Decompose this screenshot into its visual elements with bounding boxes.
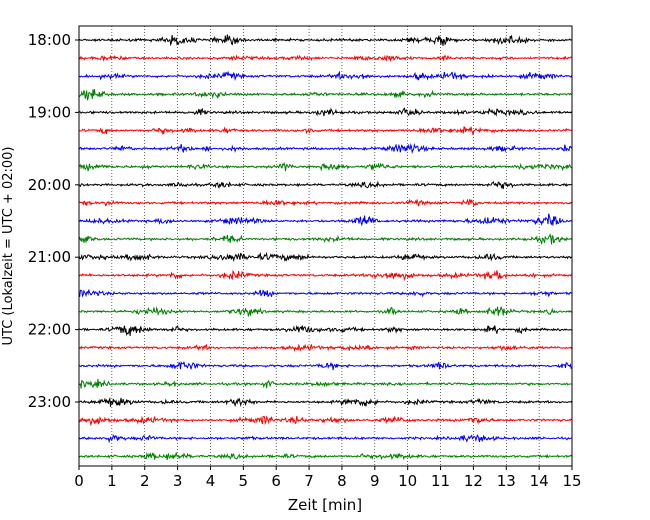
x-tick-label: 4 <box>206 472 216 490</box>
trace-19:30 <box>78 142 573 155</box>
trace-21:45 <box>78 306 573 317</box>
trace-18:30 <box>78 70 573 82</box>
x-tick-label: 10 <box>398 472 417 490</box>
trace-22:30 <box>78 361 573 371</box>
y-axis-label: UTC (Lokalzeit = UTC + 02:00) <box>1 147 16 346</box>
x-tick-label: 2 <box>140 472 150 490</box>
x-tick-label: 8 <box>337 472 347 490</box>
trace-19:00 <box>78 107 573 117</box>
trace-21:30 <box>78 289 572 298</box>
trace-22:45 <box>78 378 572 389</box>
y-tick-label: 20:00 <box>28 176 71 194</box>
x-tick-label: 7 <box>304 472 314 490</box>
trace-23:45 <box>78 451 573 461</box>
x-tick-label: 0 <box>74 472 84 490</box>
trace-19:45 <box>78 161 573 172</box>
trace-20:30 <box>79 213 573 227</box>
x-tick-label: 15 <box>562 472 581 490</box>
x-tick-label: 5 <box>239 472 249 490</box>
x-axis-ticks: 0 1 2 3 4 5 6 7 8 9 10 11 12 13 14 15 <box>74 466 582 490</box>
trace-18:15 <box>78 54 573 62</box>
trace-19:15 <box>78 126 572 136</box>
grid-lines <box>111 26 540 466</box>
trace-18:00 <box>78 34 572 47</box>
x-tick-label: 9 <box>370 472 380 490</box>
x-axis-label: Zeit [min] <box>288 496 362 514</box>
trace-20:00 <box>79 180 572 190</box>
trace-23:00 <box>78 396 573 408</box>
x-tick-label: 13 <box>497 472 516 490</box>
trace-22:00 <box>78 324 573 337</box>
x-tick-label: 1 <box>107 472 117 490</box>
x-tick-label: 3 <box>173 472 183 490</box>
y-tick-label: 22:00 <box>28 321 71 339</box>
trace-23:15 <box>78 415 573 427</box>
y-tick-label: 21:00 <box>28 248 71 266</box>
trace-20:45 <box>78 233 573 246</box>
trace-18:45 <box>78 89 573 101</box>
x-tick-label: 11 <box>431 472 450 490</box>
trace-23:30 <box>78 434 572 444</box>
x-tick-label: 12 <box>464 472 483 490</box>
trace-21:15 <box>78 269 572 282</box>
trace-21:00 <box>78 251 572 263</box>
trace-20:15 <box>78 198 573 208</box>
y-tick-label: 19:00 <box>28 103 71 121</box>
x-tick-label: 6 <box>271 472 281 490</box>
y-tick-label: 18:00 <box>28 31 71 49</box>
plot-frame <box>78 25 573 467</box>
x-tick-label: 14 <box>530 472 549 490</box>
y-axis-ticks: 18:00 19:00 20:00 21:00 22:00 23:00 <box>28 31 79 411</box>
trace-22:15 <box>79 343 573 353</box>
y-tick-label: 23:00 <box>28 393 71 411</box>
seismic-traces <box>78 34 573 461</box>
